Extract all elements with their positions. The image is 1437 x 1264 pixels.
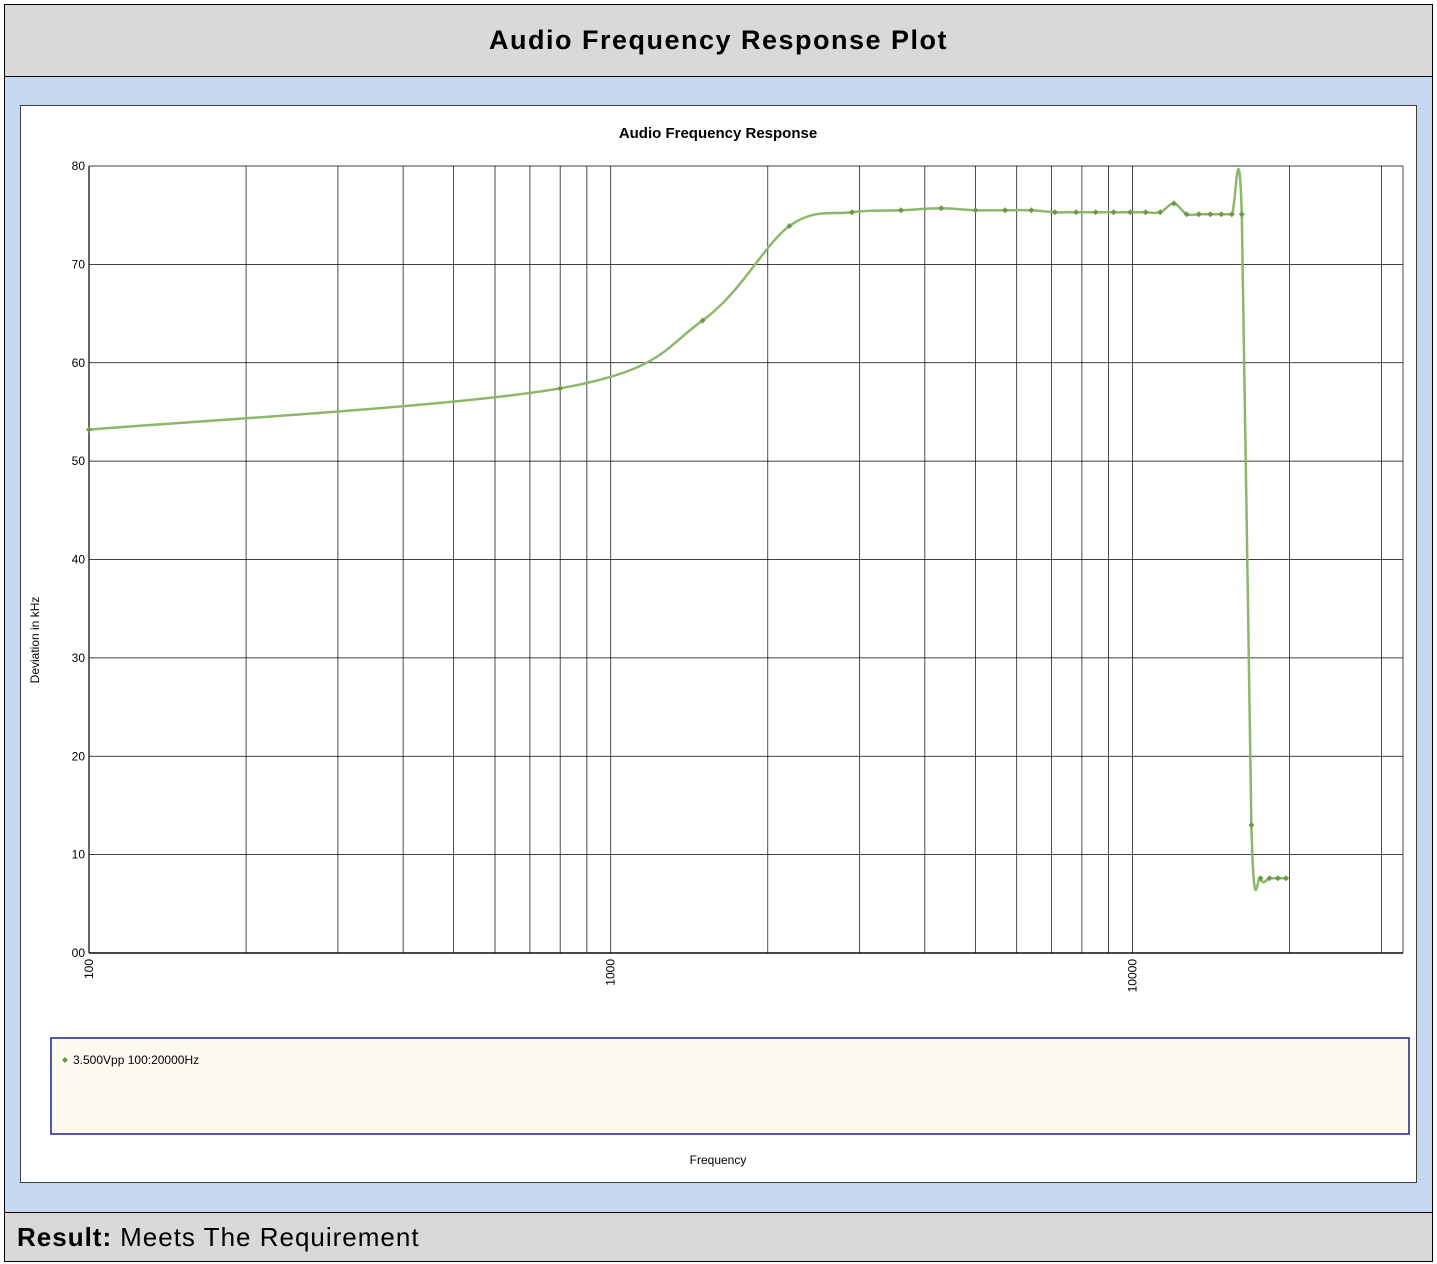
result-label: Result: [17,1221,113,1252]
data-point [1110,209,1117,216]
y-tick-label: 30 [72,651,86,665]
data-point [1274,875,1281,882]
legend-marker [62,1057,68,1063]
data-point [699,317,706,324]
chart-grid [88,165,1404,954]
data-point [1092,209,1099,216]
data-point [1157,209,1164,216]
data-point [1283,875,1290,882]
data-point [938,205,945,212]
data-point [1228,211,1235,218]
frequency-response-chart: Audio Frequency Response 00 10 20 30 40 50 60 7… [28,125,1410,1167]
data-point [557,385,564,392]
report-section: Audio Frequency Response Plot Audio Freq… [4,4,1433,1262]
chart-panel: Audio Frequency Response 00 10 20 30 40 50 60 7… [20,105,1417,1183]
x-tick-label: 1000 [604,959,618,986]
chart-axes [88,166,1403,954]
x-tick-label: 10000 [1125,959,1139,993]
data-point [1142,209,1149,216]
data-point [848,209,855,216]
y-axis-label: Deviation in kHz [28,597,42,684]
data-point [1218,211,1225,218]
data-point [972,207,979,214]
result-bar: Result: Meets The Requirement [5,1213,1432,1261]
data-point [1028,207,1035,214]
y-tick-label: 40 [72,553,86,567]
data-point [1238,211,1245,218]
data-point [1257,875,1264,882]
y-tick-label: 80 [72,159,86,173]
data-point [1002,207,1009,214]
data-point [1127,209,1134,216]
data-point [1170,200,1177,207]
y-tick-label: 50 [72,454,86,468]
y-tick-label: 70 [72,257,86,271]
x-axis-label: Frequency [690,1153,747,1167]
data-point [86,426,92,433]
chart-container: Audio Frequency Response 00 10 20 30 40 50 60 7… [5,77,1432,1213]
data-point [1073,209,1080,216]
result-value: Meets The Requirement [120,1221,420,1252]
data-point [1266,875,1273,882]
data-point [1207,211,1214,218]
data-point [1051,209,1058,216]
page-title: Audio Frequency Response Plot [5,5,1432,77]
legend: 3.500Vpp 100:20000Hz [62,1053,199,1067]
data-point [786,223,793,230]
data-point [1183,211,1190,218]
y-tick-label: 10 [72,848,86,862]
data-point [897,207,904,214]
x-tick-label: 100 [82,959,96,979]
y-tick-label: 20 [72,749,86,763]
series-line [88,167,1287,892]
legend-label: 3.500Vpp 100:20000Hz [73,1053,199,1067]
tick-labels: 00 10 20 30 40 50 60 70 80 100 1000 10000 [72,159,1140,992]
y-tick-label: 00 [72,946,86,960]
chart-title: Audio Frequency Response [619,125,817,142]
y-tick-label: 60 [72,356,86,370]
data-point [1195,211,1202,218]
legend-box [50,1037,1410,1135]
data-point [1248,822,1255,829]
series-group [86,167,1290,892]
